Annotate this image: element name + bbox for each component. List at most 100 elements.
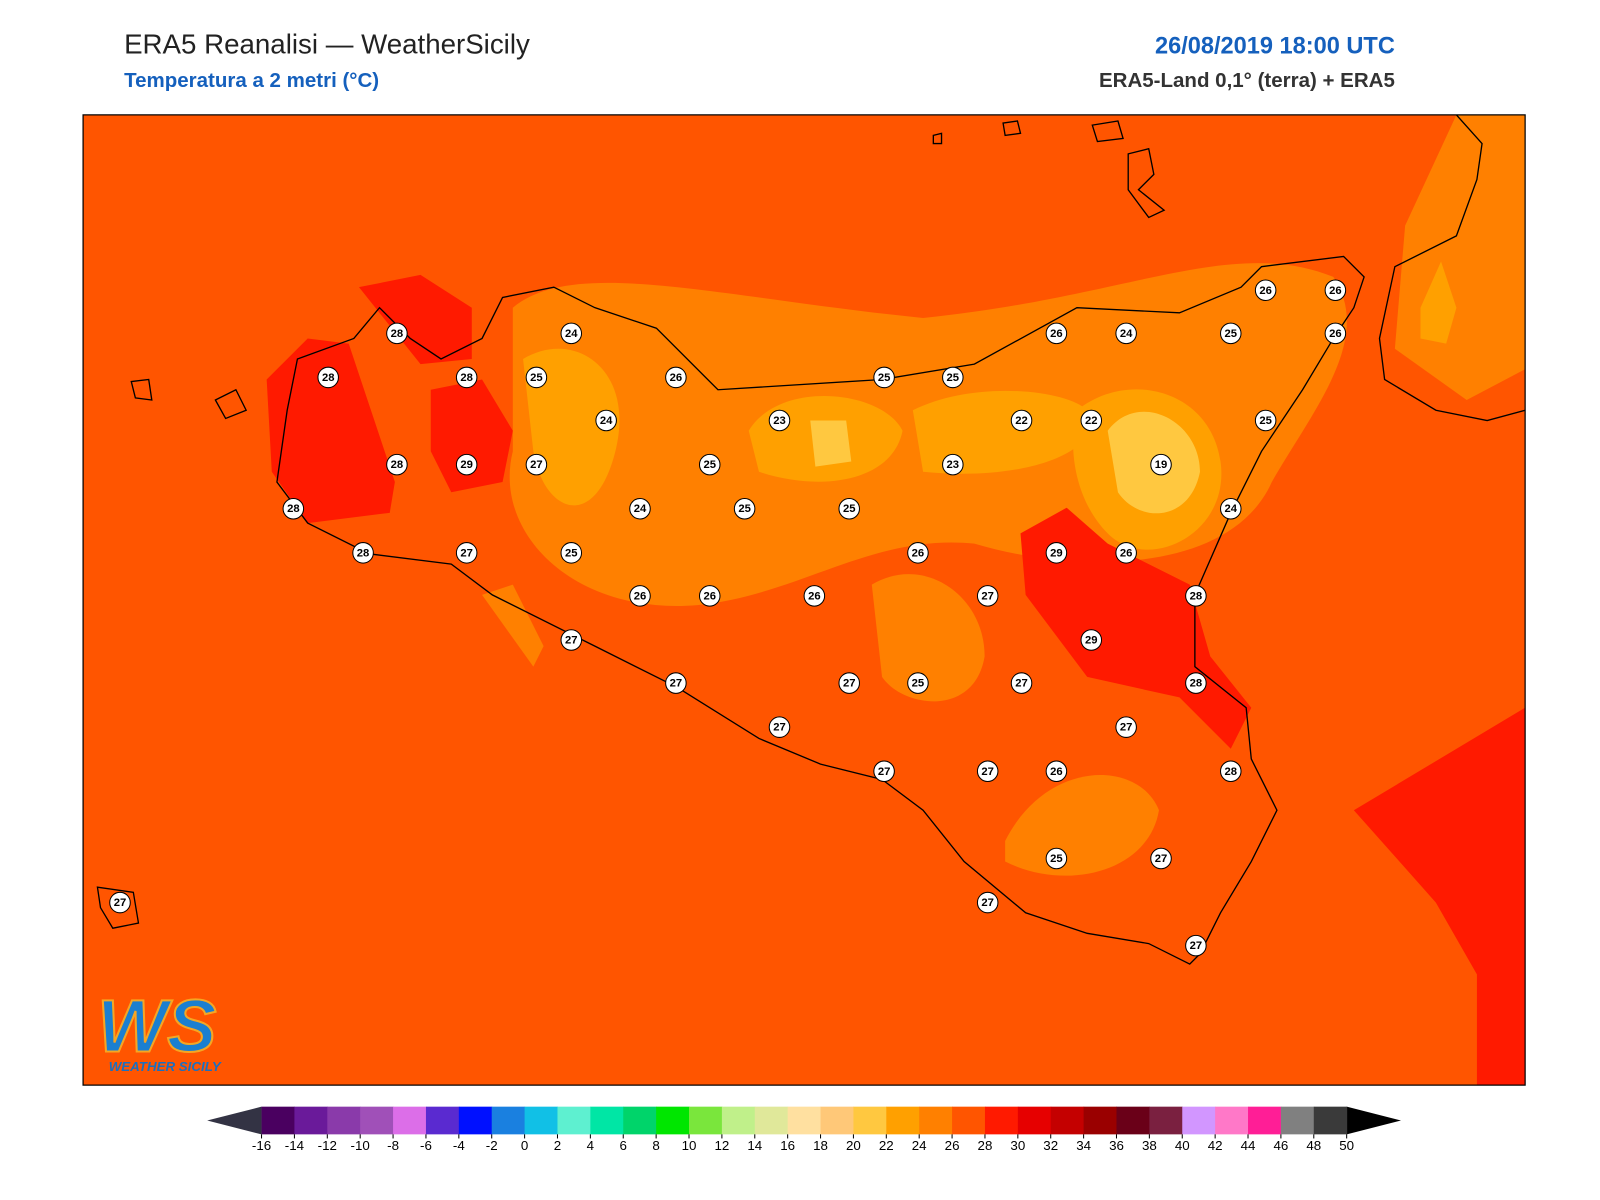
colorbar-tick-label: 24	[912, 1138, 927, 1153]
colorbar-bin	[393, 1106, 427, 1135]
logo-mark: WS	[97, 984, 216, 1067]
colorbar-tick-label: 16	[780, 1138, 795, 1153]
station-dot	[109, 891, 131, 914]
colorbar-bin	[623, 1106, 657, 1135]
station: 25	[838, 497, 860, 520]
station-value: 29	[460, 459, 473, 471]
colorbar-bin	[491, 1106, 526, 1135]
station-value: 24	[634, 503, 647, 515]
colorbar-tick-label: 0	[521, 1138, 528, 1153]
colorbar-bin	[820, 1106, 854, 1135]
islands	[96, 120, 1166, 929]
colorbar-bin	[787, 1106, 822, 1135]
station: 24	[629, 497, 651, 520]
station-dot	[907, 672, 929, 694]
station-value: 27	[460, 547, 473, 559]
station-dot	[1045, 322, 1068, 345]
station-value: 27	[981, 766, 994, 778]
colorbar-tick-label: 36	[1109, 1138, 1124, 1153]
station-value: 25	[878, 372, 891, 384]
station-value: 28	[1225, 766, 1238, 778]
station: 23	[942, 453, 964, 476]
station: 27	[560, 629, 583, 651]
coastline	[276, 255, 1365, 965]
station-value: 28	[1190, 590, 1203, 602]
station: 28	[455, 366, 478, 389]
station: 25	[942, 366, 964, 389]
content: ERA5 Reanalisi — WeatherSicily Temperatu…	[82, 28, 1526, 1153]
station: 24	[1219, 497, 1242, 520]
station: 27	[873, 760, 895, 783]
station-value: 28	[1190, 678, 1203, 690]
map: 28 24 28 28 25 26 25 25 26 24 25 26 26 26 24 23 22 22 25 28…	[83, 114, 1526, 1086]
colorbar-bin	[1050, 1106, 1085, 1135]
station-dot	[629, 497, 651, 520]
station-dot	[1080, 629, 1103, 651]
station-dot	[455, 453, 478, 476]
station: 26	[907, 542, 929, 564]
colorbar-bin	[425, 1106, 460, 1135]
station-value: 29	[1085, 635, 1098, 647]
colorbar-tick-label: 28	[978, 1138, 993, 1153]
station: 26	[698, 585, 721, 607]
calabria-coast	[1378, 114, 1526, 422]
station: 24	[1115, 322, 1137, 345]
colorbar-tick-label: -4	[453, 1138, 465, 1153]
subtitle: Temperatura a 2 metri (°C)	[124, 69, 379, 92]
station-value: 26	[703, 590, 716, 602]
colorbar-bin	[360, 1106, 394, 1135]
station-dot	[1010, 409, 1033, 432]
station: 25	[525, 366, 548, 389]
station: 24	[560, 322, 583, 345]
station-dot	[733, 497, 756, 520]
station-value: 25	[530, 372, 543, 384]
station: 26	[1045, 760, 1068, 783]
colorbar-bin	[984, 1106, 1019, 1135]
station-dot	[455, 366, 478, 389]
logo: WS WEATHER SICILY	[96, 983, 222, 1074]
colorbar: -16 -14 -12 -10 -8 -6 -4 -2 0 2 4 6 8 10 12 14 16 18 20 22 2…	[207, 1106, 1402, 1153]
station-dot	[386, 322, 408, 345]
station-value: 27	[1190, 940, 1203, 952]
station-dot	[560, 322, 583, 345]
colorbar-tick-label: 44	[1241, 1138, 1256, 1153]
station: 29	[455, 453, 478, 476]
station-value: 26	[1120, 547, 1133, 559]
station: 27	[768, 716, 791, 738]
station-dot	[386, 453, 408, 476]
station-value: 27	[530, 459, 543, 471]
station-value: 26	[1259, 285, 1272, 297]
station-value: 25	[565, 547, 578, 559]
station-value: 28	[357, 547, 370, 559]
logo-name: WEATHER SICILY	[109, 1059, 222, 1074]
colorbar-tick-label: 46	[1273, 1138, 1288, 1153]
coolest-area	[810, 411, 1200, 514]
station-dot	[976, 891, 999, 914]
colorbar-tick-label: 6	[620, 1138, 627, 1153]
colorbar-bin	[1215, 1106, 1249, 1135]
station: 26	[629, 585, 651, 607]
station: 26	[1324, 279, 1347, 302]
station-value: 25	[912, 678, 925, 690]
station-value: 26	[808, 590, 821, 602]
station-dot	[976, 585, 999, 607]
station: 26	[803, 585, 826, 607]
iblei-blob	[1005, 774, 1159, 876]
station-value: 25	[843, 503, 856, 515]
station: 26	[1254, 279, 1277, 302]
station-dot	[1045, 760, 1068, 783]
station-dot	[907, 542, 929, 564]
colorbar-tick-label: 22	[879, 1138, 894, 1153]
colorbar-tick-label: 18	[813, 1138, 828, 1153]
station-value: 27	[565, 635, 578, 647]
station: 28	[1185, 585, 1207, 607]
station-value: 26	[912, 547, 925, 559]
station: 27	[1185, 934, 1207, 957]
station-value: 27	[981, 897, 994, 909]
station: 25	[873, 366, 895, 389]
station-value: 24	[1225, 503, 1238, 515]
station: 19	[1150, 453, 1172, 476]
station: 26	[1045, 322, 1068, 345]
colorbar-tick-label: 26	[945, 1138, 960, 1153]
station-dot	[942, 453, 964, 476]
